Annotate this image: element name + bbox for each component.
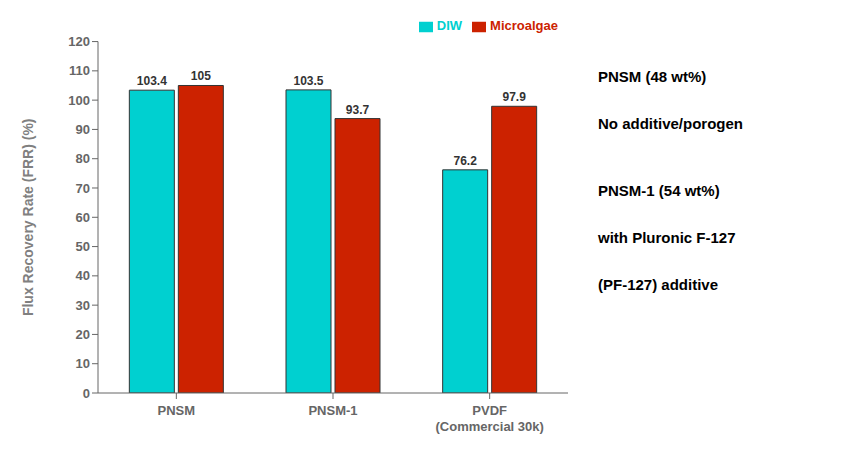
svg-text:60: 60 [76, 210, 90, 225]
svg-text:110: 110 [69, 63, 90, 78]
svg-text:100: 100 [68, 93, 90, 108]
svg-text:97.9: 97.9 [502, 90, 526, 104]
svg-text:Flux Recovery Rate (FRR) (%): Flux Recovery Rate (FRR) (%) [20, 118, 36, 316]
svg-text:40: 40 [76, 268, 90, 283]
svg-text:50: 50 [76, 239, 90, 254]
svg-text:90: 90 [76, 122, 90, 137]
svg-text:PNSM-1: PNSM-1 [308, 403, 357, 418]
html-text:PNSM (48 wt%): PNSM (48 wt%) [598, 68, 707, 85]
svg-text:120: 120 [68, 34, 90, 49]
svg-text:70: 70 [76, 181, 90, 196]
html-text:with Pluronic F-127: with Pluronic F-127 [598, 229, 736, 246]
svg-text:20: 20 [76, 327, 90, 342]
svg-text:30: 30 [76, 298, 90, 313]
svg-text:PNSM: PNSM [158, 403, 196, 418]
html-text:(PF-127) additive: (PF-127) additive [598, 276, 718, 293]
svg-text:10: 10 [76, 356, 90, 371]
svg-text:103.4: 103.4 [137, 74, 167, 88]
html-text:Microalgae: Microalgae [490, 18, 558, 33]
html-text:PNSM-1 (54 wt%): PNSM-1 (54 wt%) [598, 182, 720, 199]
svg-text:76.2: 76.2 [453, 154, 477, 168]
svg-text:PVDF(Commercial 30k): PVDF(Commercial 30k) [435, 403, 543, 434]
svg-text:105: 105 [191, 69, 211, 83]
svg-text:103.5: 103.5 [293, 74, 323, 88]
svg-text:80: 80 [76, 151, 90, 166]
html-text:DIW: DIW [436, 18, 463, 33]
svg-text:0: 0 [83, 386, 90, 401]
html-text:No additive/porogen: No additive/porogen [598, 115, 743, 132]
svg-text:93.7: 93.7 [346, 103, 370, 117]
